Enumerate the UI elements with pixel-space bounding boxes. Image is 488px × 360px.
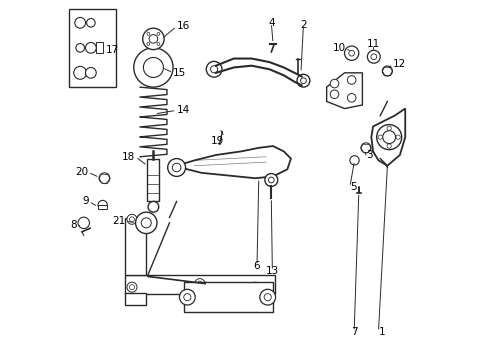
Text: 9: 9 — [82, 197, 89, 206]
Circle shape — [206, 62, 222, 77]
Circle shape — [300, 78, 305, 84]
Circle shape — [349, 156, 358, 165]
Circle shape — [85, 67, 96, 78]
Text: 11: 11 — [366, 39, 379, 49]
Circle shape — [183, 294, 190, 301]
Circle shape — [78, 217, 89, 229]
Circle shape — [167, 158, 185, 176]
Text: 21: 21 — [112, 216, 125, 226]
Circle shape — [200, 282, 210, 292]
Circle shape — [386, 144, 390, 148]
Circle shape — [141, 218, 151, 228]
Circle shape — [264, 294, 271, 301]
Circle shape — [142, 28, 164, 50]
Circle shape — [329, 79, 338, 88]
Circle shape — [75, 18, 85, 28]
Text: 15: 15 — [173, 68, 186, 78]
Text: 1: 1 — [378, 327, 384, 337]
Circle shape — [252, 285, 257, 290]
Circle shape — [86, 18, 95, 27]
Text: 12: 12 — [392, 59, 405, 69]
Circle shape — [172, 163, 181, 172]
Circle shape — [76, 44, 84, 52]
Bar — [69, 9, 116, 87]
Circle shape — [395, 135, 400, 139]
Bar — [124, 217, 146, 275]
Circle shape — [129, 285, 134, 290]
Polygon shape — [176, 146, 290, 178]
Polygon shape — [326, 73, 362, 109]
Bar — [183, 282, 272, 312]
Circle shape — [296, 74, 309, 87]
Circle shape — [85, 42, 96, 53]
Circle shape — [146, 32, 149, 35]
Bar — [98, 205, 107, 208]
Circle shape — [203, 285, 207, 290]
Circle shape — [143, 58, 163, 77]
Circle shape — [194, 279, 204, 289]
Circle shape — [210, 66, 217, 73]
Circle shape — [129, 217, 134, 222]
Text: 7: 7 — [350, 327, 357, 337]
Circle shape — [382, 66, 391, 76]
Circle shape — [259, 289, 275, 305]
Circle shape — [360, 143, 370, 153]
Circle shape — [329, 90, 338, 99]
Text: 20: 20 — [75, 167, 88, 177]
Circle shape — [370, 54, 376, 60]
Text: 18: 18 — [122, 152, 135, 162]
Circle shape — [179, 289, 195, 305]
Circle shape — [366, 50, 380, 63]
Text: 14: 14 — [176, 105, 189, 115]
Text: 2: 2 — [300, 19, 306, 30]
Text: 6: 6 — [253, 261, 260, 271]
Circle shape — [346, 94, 355, 102]
Circle shape — [382, 131, 395, 144]
Text: 8: 8 — [70, 220, 77, 230]
Polygon shape — [370, 109, 405, 166]
Bar — [96, 42, 102, 53]
Text: 5: 5 — [349, 182, 356, 192]
Circle shape — [134, 48, 173, 87]
Circle shape — [264, 174, 277, 186]
Circle shape — [146, 42, 149, 45]
Text: 16: 16 — [176, 21, 189, 31]
Bar — [124, 293, 146, 305]
Circle shape — [268, 177, 274, 183]
Circle shape — [157, 42, 160, 45]
Circle shape — [143, 220, 148, 225]
Bar — [147, 158, 159, 202]
Circle shape — [74, 66, 86, 79]
Circle shape — [346, 76, 355, 84]
Text: 10: 10 — [332, 43, 345, 53]
Bar — [124, 275, 274, 294]
Circle shape — [141, 218, 151, 228]
Circle shape — [386, 126, 390, 130]
Circle shape — [148, 202, 159, 212]
Circle shape — [250, 282, 260, 292]
Circle shape — [127, 282, 137, 292]
Text: 4: 4 — [267, 18, 274, 28]
Circle shape — [149, 35, 157, 43]
Circle shape — [98, 201, 107, 210]
Circle shape — [348, 50, 354, 56]
Text: 17: 17 — [105, 45, 119, 55]
Circle shape — [344, 46, 358, 60]
Circle shape — [197, 281, 202, 286]
Circle shape — [377, 135, 382, 139]
Text: 19: 19 — [211, 136, 224, 146]
Circle shape — [99, 173, 110, 184]
Text: 3: 3 — [365, 150, 372, 160]
Circle shape — [135, 212, 157, 234]
Circle shape — [376, 125, 401, 150]
Text: 13: 13 — [265, 266, 279, 276]
Circle shape — [127, 214, 137, 224]
Circle shape — [157, 32, 160, 35]
